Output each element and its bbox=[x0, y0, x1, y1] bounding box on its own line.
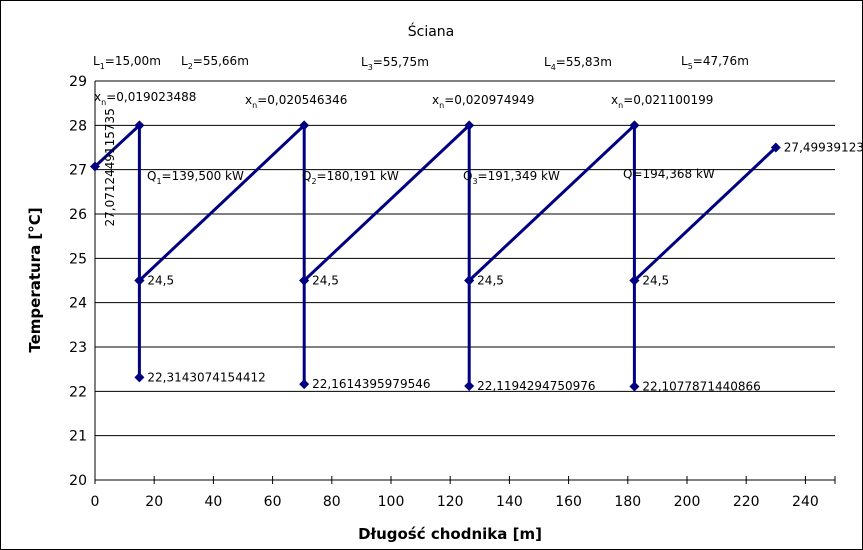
y-tick-label: 26 bbox=[69, 207, 87, 223]
data-label: 24,5 bbox=[477, 274, 504, 288]
data-point bbox=[90, 161, 100, 172]
data-label: 24,5 bbox=[312, 274, 339, 288]
series bbox=[90, 120, 781, 392]
data-label: 22,3143074154412 bbox=[147, 370, 265, 384]
data-point bbox=[299, 379, 310, 390]
heat-flow-label: Q=194,368 kW bbox=[623, 167, 715, 181]
segment-length-label: L3=55,75m bbox=[361, 55, 429, 72]
segment-length-label: L5=47,76m bbox=[681, 54, 749, 71]
segment-length-label: L2=55,66m bbox=[181, 54, 249, 71]
x-axis-title: Długość chodnika [m] bbox=[358, 525, 542, 543]
y-tick-label: 22 bbox=[69, 384, 87, 400]
data-label: 24,5 bbox=[642, 274, 669, 288]
xn-label: xn=0,020974949 bbox=[432, 93, 534, 110]
x-tick-label: 120 bbox=[437, 494, 464, 510]
data-point bbox=[629, 381, 640, 392]
data-label: 27,0712449115735 bbox=[103, 108, 117, 226]
y-axis-title: Temperatura [°C] bbox=[26, 207, 44, 352]
x-tick-label: 180 bbox=[614, 494, 641, 510]
x-tick-label: 40 bbox=[204, 494, 222, 510]
x-tick-label: 200 bbox=[674, 494, 701, 510]
x-tick-label: 0 bbox=[91, 494, 100, 510]
data-label: 22,1077871440866 bbox=[642, 380, 760, 394]
y-tick-label: 23 bbox=[69, 340, 87, 356]
data-point bbox=[134, 372, 145, 383]
data-point bbox=[464, 275, 475, 286]
data-label: 22,1194294750976 bbox=[477, 379, 595, 393]
x-tick-label: 240 bbox=[792, 494, 819, 510]
data-point bbox=[464, 381, 475, 392]
data-point bbox=[299, 275, 310, 286]
xn-label: xn=0,019023488 bbox=[94, 90, 196, 107]
y-tick-label: 20 bbox=[69, 473, 87, 489]
x-tick-label: 60 bbox=[264, 494, 282, 510]
data-point bbox=[629, 275, 640, 286]
annotations: 27,0712449115735 24,5 22,3143074154412 24,5… bbox=[93, 54, 863, 394]
segment-length-label: L4=55,83m bbox=[544, 55, 612, 72]
x-tick-label: 20 bbox=[145, 494, 163, 510]
data-point bbox=[134, 120, 145, 131]
y-tick-label: 28 bbox=[69, 118, 87, 134]
heat-flow-label: Q3=191,349 kW bbox=[463, 169, 560, 186]
axes bbox=[94, 81, 836, 484]
data-label: 24,5 bbox=[147, 274, 174, 288]
chart-title: Ściana bbox=[408, 22, 455, 40]
x-tick-label: 160 bbox=[555, 494, 582, 510]
data-point bbox=[299, 120, 310, 131]
data-point bbox=[629, 120, 640, 131]
data-label: 22,1614395979546 bbox=[312, 377, 430, 391]
x-tick-label: 140 bbox=[496, 494, 523, 510]
xn-label: xn=0,021100199 bbox=[611, 93, 713, 110]
data-point bbox=[134, 275, 145, 286]
data-point bbox=[770, 142, 781, 153]
x-tick-label: 100 bbox=[378, 494, 405, 510]
y-tick-label: 21 bbox=[69, 429, 87, 445]
y-tick-label: 24 bbox=[69, 296, 87, 312]
heat-flow-label: Q2=180,191 kW bbox=[302, 169, 399, 186]
y-tick-label: 25 bbox=[69, 251, 87, 267]
x-tick-label: 220 bbox=[733, 494, 760, 510]
series-line bbox=[93, 123, 777, 389]
y-tick-label: 27 bbox=[69, 163, 87, 179]
data-point bbox=[464, 120, 475, 131]
segment-length-label: L1=15,00m bbox=[93, 54, 161, 71]
heat-flow-label: Q1=139,500 kW bbox=[147, 169, 244, 186]
xn-label: xn=0,020546346 bbox=[245, 93, 347, 110]
y-tick-label: 29 bbox=[69, 74, 87, 90]
data-label: 27,49939123 bbox=[784, 141, 863, 155]
x-tick-label: 80 bbox=[323, 494, 341, 510]
